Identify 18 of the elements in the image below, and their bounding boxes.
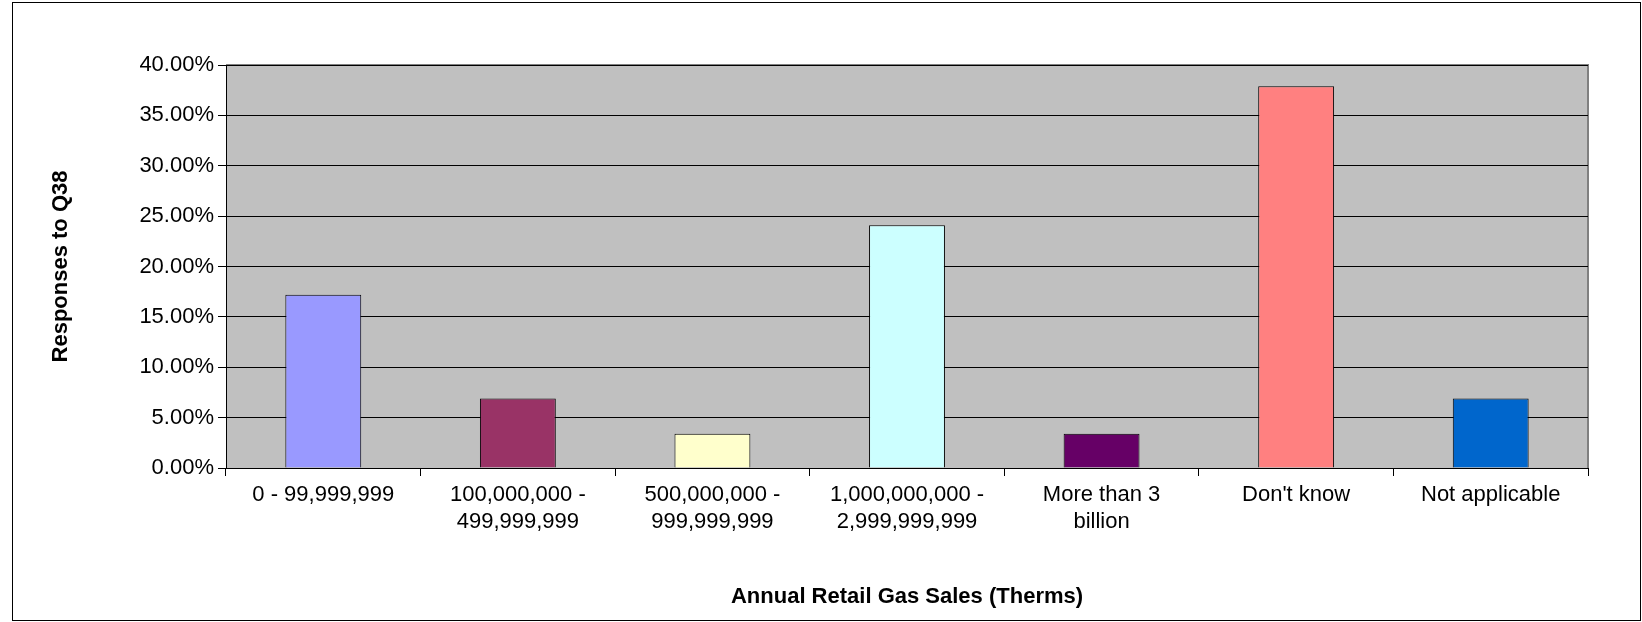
x-tick-label: 0 - 99,999,999 — [252, 481, 395, 507]
x-tick-label: Don't know — [1242, 481, 1351, 507]
y-tick-label: 25.00% — [139, 202, 214, 228]
y-tick-label: 5.00% — [151, 403, 214, 429]
y-tick-label: 40.00% — [139, 51, 214, 77]
y-tick-label: 10.00% — [139, 353, 214, 379]
x-tick-label: More than 3 billion — [1042, 481, 1161, 533]
x-tick-label: 100,000,000 - 499,999,999 — [449, 481, 586, 533]
y-tick-label: 30.00% — [139, 151, 214, 177]
x-tick-label: Not applicable — [1421, 481, 1561, 507]
x-tick-label: 1,000,000,000 - 2,999,999,999 — [829, 481, 985, 533]
y-tick-label: 0.00% — [151, 454, 214, 480]
y-tick-label: 20.00% — [139, 252, 214, 278]
y-axis-title: Responses to Q38 — [47, 170, 73, 363]
y-tick-label: 15.00% — [139, 302, 214, 328]
y-tick-label: 35.00% — [139, 101, 214, 127]
x-tick-label: 500,000,000 - 999,999,999 — [644, 481, 781, 533]
x-axis-title: Annual Retail Gas Sales (Therms) — [730, 582, 1084, 608]
